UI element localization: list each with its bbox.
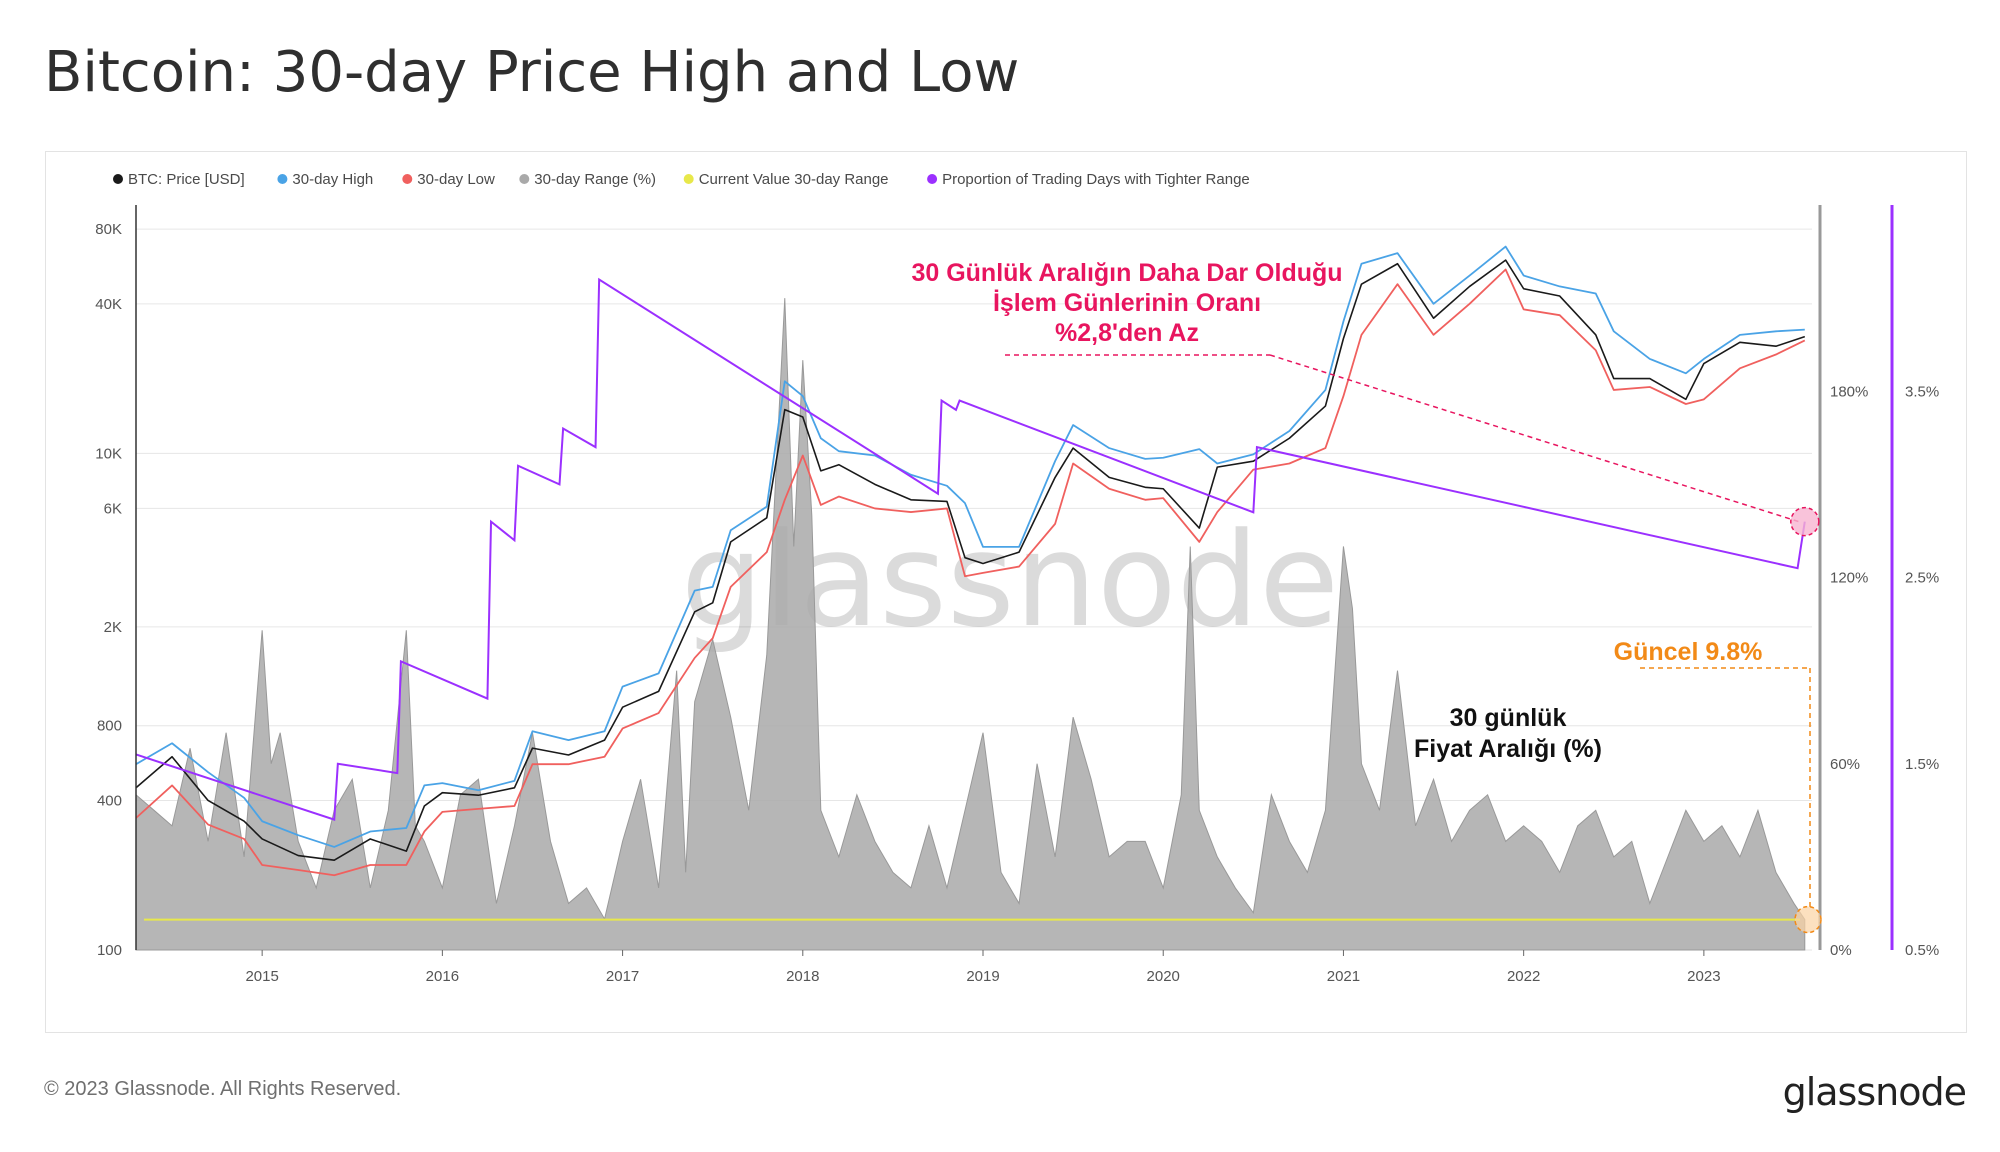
legend-marker-2	[402, 174, 413, 184]
annotation-pink-connector	[1269, 354, 1800, 523]
x-tick-label-0: 2015	[245, 968, 278, 985]
brand-logo: glassnode	[1782, 1070, 1967, 1114]
y-tick-label-5: 10K	[95, 445, 122, 462]
y3-tick-label-0: 0.5%	[1905, 942, 1939, 959]
axes: 100 400 800 2K 6K 10K 40K 80K 0% 60% 120% 180% 0.5% 1…	[95, 205, 1939, 985]
legend-label-0: BTC: Price [USD]	[128, 171, 245, 188]
legend-label-4: Current Value 30-day Range	[699, 171, 889, 188]
x-tick-label-1: 2016	[426, 968, 459, 985]
x-tick-label-4: 2019	[966, 968, 999, 985]
price-series	[135, 245, 1806, 877]
annotations: 30 Günlük Aralığın Daha Dar Olduğu İşlem…	[911, 259, 1822, 934]
annotation-range-line2: Fiyat Aralığı (%)	[1414, 735, 1602, 763]
x-tick-label-7: 2022	[1507, 968, 1540, 985]
y2-tick-label-2: 120%	[1830, 570, 1868, 587]
price-line	[135, 259, 1806, 861]
range-area-series	[135, 298, 1806, 951]
legend-marker-3	[519, 174, 530, 184]
low-line	[135, 268, 1806, 877]
x-tick-label-5: 2020	[1147, 968, 1180, 985]
annotation-tighter-line2: İşlem Günlerinin Oranı	[993, 289, 1261, 317]
y3-tick-label-2: 2.5%	[1905, 570, 1939, 587]
legend-label-1: 30-day High	[292, 171, 373, 188]
y2-tick-label-0: 0%	[1830, 942, 1852, 959]
y-tick-label-4: 6K	[104, 500, 122, 517]
copyright: © 2023 Glassnode. All Rights Reserved.	[44, 1078, 402, 1100]
x-tick-label-8: 2023	[1687, 968, 1720, 985]
tighter-range-series	[135, 277, 1806, 821]
annotation-tighter-line3: %2,8'den Az	[1055, 319, 1199, 347]
legend-label-3: 30-day Range (%)	[534, 171, 656, 188]
y-tick-label-0: 100	[97, 942, 122, 959]
y-tick-label-1: 400	[97, 792, 122, 809]
y-tick-label-6: 40K	[95, 296, 122, 313]
legend-marker-0	[113, 174, 123, 184]
range-area-path	[135, 298, 1806, 951]
annotation-range-line1: 30 günlük	[1450, 704, 1567, 732]
page-title: Bitcoin: 30-day Price High and Low	[44, 40, 1020, 105]
y3-tick-label-1: 1.5%	[1905, 756, 1939, 773]
y-tick-label-7: 80K	[95, 221, 122, 238]
legend-label-2: 30-day Low	[417, 171, 495, 188]
y-tick-label-2: 800	[97, 718, 122, 735]
x-tick-label-2: 2017	[606, 968, 639, 985]
legend-marker-5	[927, 174, 938, 184]
chart-frame	[45, 151, 1967, 1033]
annotation-tighter-line1: 30 Günlük Aralığın Daha Dar Olduğu	[911, 259, 1342, 287]
y2-tick-label-1: 60%	[1830, 756, 1860, 773]
tighter-range-line	[135, 277, 1806, 821]
legend-marker-1	[277, 174, 288, 184]
x-tick-label-6: 2021	[1327, 968, 1360, 985]
y3-tick-label-3: 3.5%	[1905, 383, 1939, 400]
high-line	[135, 245, 1805, 848]
annotation-current: Güncel 9.8%	[1614, 638, 1763, 666]
legend-label-5: Proportion of Trading Days with Tighter …	[942, 171, 1250, 188]
annotation-pink-marker	[1790, 506, 1820, 537]
annotation-orange-marker	[1794, 905, 1822, 934]
legend: BTC: Price [USD] 30-day High 30-day Low 30-…	[113, 171, 1250, 188]
y-tick-label-3: 2K	[104, 619, 122, 636]
x-tick-label-3: 2018	[786, 968, 819, 985]
legend-marker-4	[683, 174, 694, 184]
y2-tick-label-3: 180%	[1830, 383, 1868, 400]
